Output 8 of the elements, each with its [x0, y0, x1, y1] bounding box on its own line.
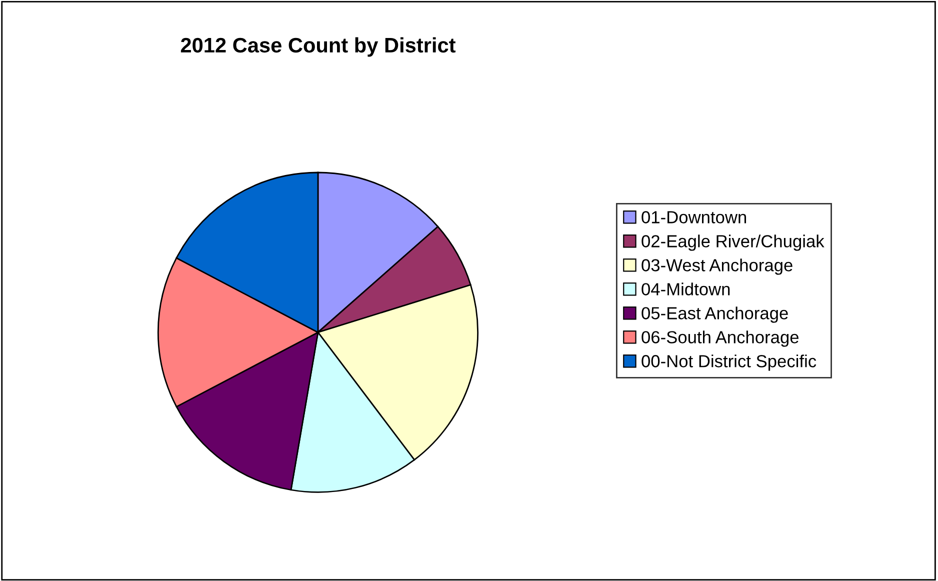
- legend-label: 01-Downtown: [642, 211, 746, 224]
- legend-label: 04-Midtown: [642, 282, 730, 296]
- chart-title: 2012 Case Count by District: [180, 37, 456, 57]
- legend-label: 02-Eagle River/Chugiak: [642, 234, 824, 251]
- legend-label: 00-Not District Specific: [642, 354, 816, 371]
- legend-label: 05-East Anchorage: [642, 306, 788, 323]
- legend-label: 06-South Anchorage: [642, 330, 799, 347]
- legend-label: 03-West Anchorage: [642, 258, 792, 275]
